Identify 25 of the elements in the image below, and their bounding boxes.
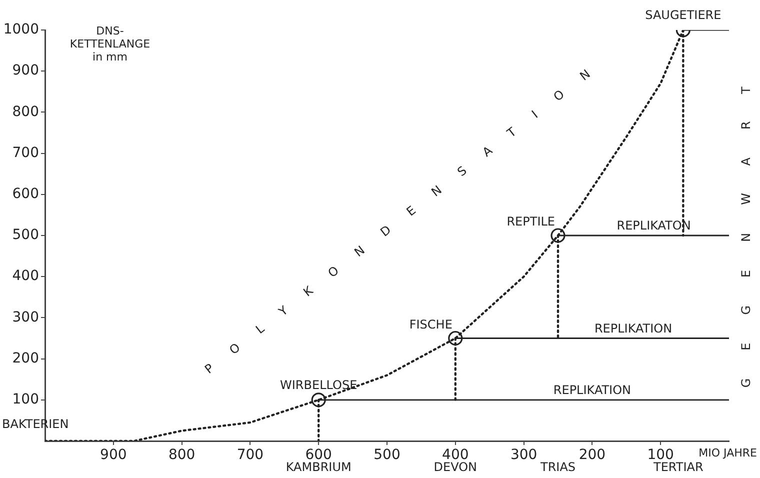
annotation: SAUGETIERE bbox=[645, 8, 722, 22]
y-tick-label: 300 bbox=[12, 309, 39, 326]
annotation: WIRBELLOSE bbox=[280, 378, 358, 392]
x-axis-title: MIO JAHRE bbox=[698, 446, 758, 460]
x-tick-label: 700 bbox=[236, 447, 264, 464]
y-tick-label: 600 bbox=[12, 186, 39, 202]
x-tick-label: 900 bbox=[100, 447, 127, 464]
y-tick-label: 1000 bbox=[3, 22, 39, 38]
y-tick-label: 100 bbox=[12, 392, 39, 408]
y-tick-label: 900 bbox=[12, 62, 39, 79]
x-tick-label: 300 bbox=[510, 447, 538, 464]
y-tick-label: 200 bbox=[12, 350, 39, 366]
y-tick-label: 700 bbox=[12, 144, 39, 161]
annotation: REPLIKATION bbox=[553, 383, 632, 398]
x-tick-label: 200 bbox=[578, 447, 606, 464]
text: GEGENWART bbox=[739, 58, 754, 388]
y-tick-label: 800 bbox=[12, 104, 39, 120]
y-axis-title: DNS- KETTENLANGE in mm bbox=[70, 24, 150, 64]
y-tick-label: 400 bbox=[12, 268, 39, 284]
annotation: REPLIKATON bbox=[616, 218, 691, 233]
y-tick-label: 500 bbox=[12, 227, 39, 244]
text: TRIAS bbox=[539, 460, 576, 474]
annotation: REPLIKATION bbox=[594, 321, 672, 336]
x-tick-label: 500 bbox=[374, 447, 400, 464]
x-tick-label: 800 bbox=[168, 447, 196, 464]
